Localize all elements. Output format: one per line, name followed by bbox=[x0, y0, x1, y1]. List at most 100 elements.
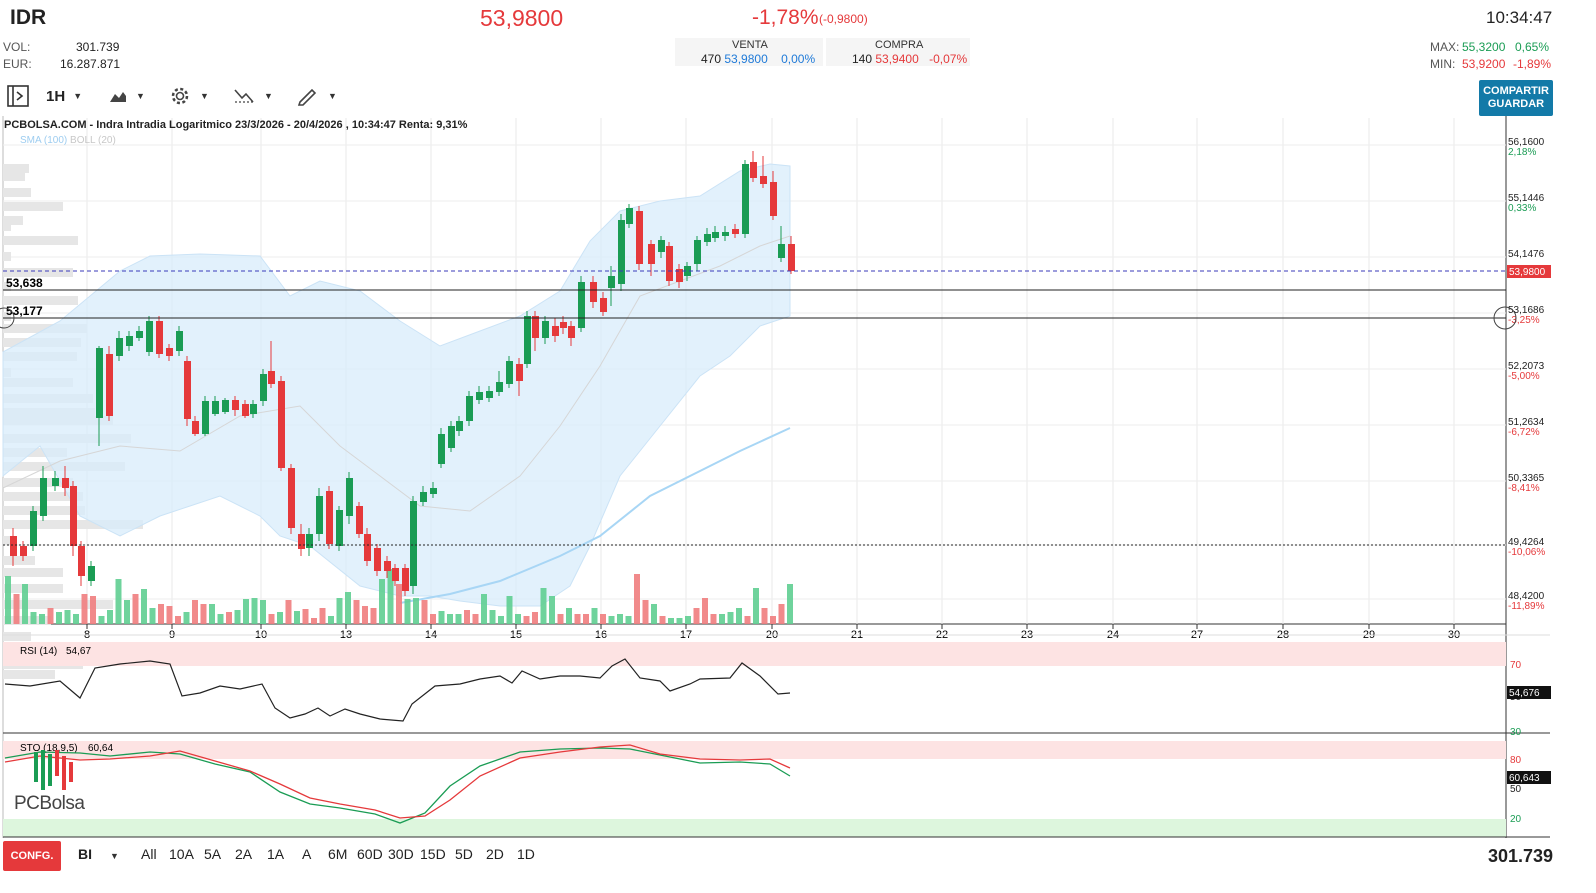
volume-profile-bar bbox=[3, 282, 11, 291]
range-60d[interactable]: 60D bbox=[357, 846, 383, 862]
y-tick-percent: -8,41% bbox=[1508, 483, 1540, 494]
candle-body bbox=[316, 496, 323, 534]
candle-body bbox=[268, 371, 275, 384]
volume-bar bbox=[710, 614, 717, 624]
y-tick-value: 51,2634 bbox=[1508, 417, 1545, 428]
volume-bar bbox=[770, 616, 776, 624]
y-tick-percent: -6,72% bbox=[1508, 427, 1540, 438]
range-15d[interactable]: 15D bbox=[420, 846, 446, 862]
candle-body bbox=[486, 391, 493, 398]
chart-area[interactable]: 8 9 10 13 14 15 16 17 20 21 22 23 24 27 28 29 3056,16002… bbox=[0, 116, 1596, 840]
volume-bar bbox=[30, 612, 37, 624]
candle-body bbox=[516, 364, 523, 381]
chevron-down-icon: ▼ bbox=[110, 851, 119, 861]
volume-bar bbox=[260, 600, 266, 624]
chart-type-select[interactable]: ▼ bbox=[108, 84, 145, 108]
y-tick-value: 55,1446 bbox=[1508, 193, 1545, 204]
range-6m[interactable]: 6M bbox=[328, 846, 348, 862]
candle-body bbox=[156, 321, 163, 354]
candle-body bbox=[232, 400, 239, 410]
range-1a[interactable]: 1A bbox=[267, 846, 285, 862]
y-tick-percent: 2,18% bbox=[1508, 147, 1536, 158]
volume-profile-bar bbox=[3, 478, 73, 487]
range-10a[interactable]: 10A bbox=[169, 846, 194, 862]
volume-bar bbox=[549, 596, 555, 624]
volume-bar bbox=[506, 596, 513, 624]
gear-icon bbox=[171, 87, 189, 105]
clock: 10:34:47 bbox=[1486, 8, 1553, 27]
range-all[interactable]: All bbox=[141, 846, 157, 862]
range-2d[interactable]: 2D bbox=[486, 846, 504, 862]
bi-select[interactable]: BI ▼ bbox=[78, 846, 119, 862]
y-tick-value: 52,2073 bbox=[1508, 361, 1545, 372]
buy-label: COMPRA bbox=[875, 39, 924, 51]
candle-body bbox=[62, 478, 69, 488]
candle-body bbox=[336, 510, 343, 546]
candle-body bbox=[496, 382, 503, 392]
candle-body bbox=[326, 491, 333, 544]
volume-bar bbox=[523, 616, 530, 624]
volume-bar bbox=[498, 616, 504, 624]
volume-bar bbox=[226, 612, 232, 624]
chart-title: PCBOLSA.COM - Indra Intradia Logaritmico… bbox=[4, 119, 468, 131]
range-5d[interactable]: 5D bbox=[455, 846, 473, 862]
indicators-select[interactable]: ▼ bbox=[232, 84, 273, 108]
candle-body bbox=[40, 478, 47, 516]
volume-bar bbox=[217, 614, 224, 624]
volume-bar bbox=[90, 596, 96, 624]
volume-bar bbox=[200, 604, 207, 624]
candle-body bbox=[578, 282, 585, 328]
volume-bar bbox=[22, 584, 28, 624]
volume-bar bbox=[192, 600, 198, 624]
draw-tools-select[interactable]: ▼ bbox=[296, 84, 337, 108]
range-30d[interactable]: 30D bbox=[388, 846, 414, 862]
chevron-down-icon: ▼ bbox=[328, 91, 337, 101]
y-tick-value: 53,1686 bbox=[1508, 305, 1545, 316]
rsi-level: 30 bbox=[1510, 727, 1522, 738]
volume-bar bbox=[294, 611, 300, 624]
range-2a[interactable]: 2A bbox=[235, 846, 253, 862]
candle-body bbox=[146, 321, 153, 352]
volume-bar bbox=[481, 594, 487, 624]
volume-bar bbox=[778, 604, 785, 624]
candle-body bbox=[608, 276, 615, 288]
rsi-label: RSI (14) bbox=[20, 646, 57, 657]
candle-body bbox=[392, 568, 399, 581]
volume-bar bbox=[455, 614, 462, 624]
candle-body bbox=[456, 421, 463, 431]
volume-bar bbox=[540, 588, 547, 624]
interval-select[interactable]: 1H ▼ bbox=[46, 84, 82, 108]
volume-bar bbox=[158, 604, 164, 624]
volume-bar bbox=[370, 608, 377, 624]
volume-bar bbox=[396, 584, 402, 624]
sell-label: VENTA bbox=[732, 39, 768, 51]
save-label: GUARDAR bbox=[1487, 98, 1545, 110]
candle-body bbox=[374, 548, 381, 571]
candle-body bbox=[212, 401, 219, 414]
volume-bar bbox=[659, 616, 666, 624]
sto-oversold-zone bbox=[3, 819, 1506, 837]
config-button[interactable]: CONFG. bbox=[3, 841, 61, 871]
sto-tag-bg bbox=[1507, 771, 1551, 784]
y-tick-value: 56,1600 bbox=[1508, 137, 1545, 148]
candle-body bbox=[600, 298, 607, 312]
panel-toggle-button[interactable] bbox=[6, 84, 30, 108]
range-5a[interactable]: 5A bbox=[204, 846, 222, 862]
volume-bar bbox=[285, 600, 292, 624]
y-tick-percent: -11,89% bbox=[1508, 601, 1545, 612]
volume-profile-bar bbox=[3, 216, 23, 225]
range-a[interactable]: A bbox=[302, 846, 312, 862]
share-save-button[interactable]: COMPARTIR GUARDAR bbox=[1479, 80, 1553, 116]
volume-profile-bar bbox=[3, 536, 11, 545]
range-1d[interactable]: 1D bbox=[517, 846, 535, 862]
volume-bar bbox=[64, 610, 71, 624]
logo-text: PCBolsa bbox=[14, 793, 85, 814]
sto-overbought-zone bbox=[3, 741, 1506, 759]
settings-select[interactable]: ▼ bbox=[168, 84, 209, 108]
candle-body bbox=[78, 546, 85, 576]
volume-bar bbox=[591, 608, 598, 624]
volume-bar bbox=[175, 616, 181, 624]
chevron-down-icon: ▼ bbox=[264, 91, 273, 101]
indicator-legend: SMA (100) BOLL (20) bbox=[20, 135, 116, 146]
volume-bar bbox=[141, 589, 147, 624]
